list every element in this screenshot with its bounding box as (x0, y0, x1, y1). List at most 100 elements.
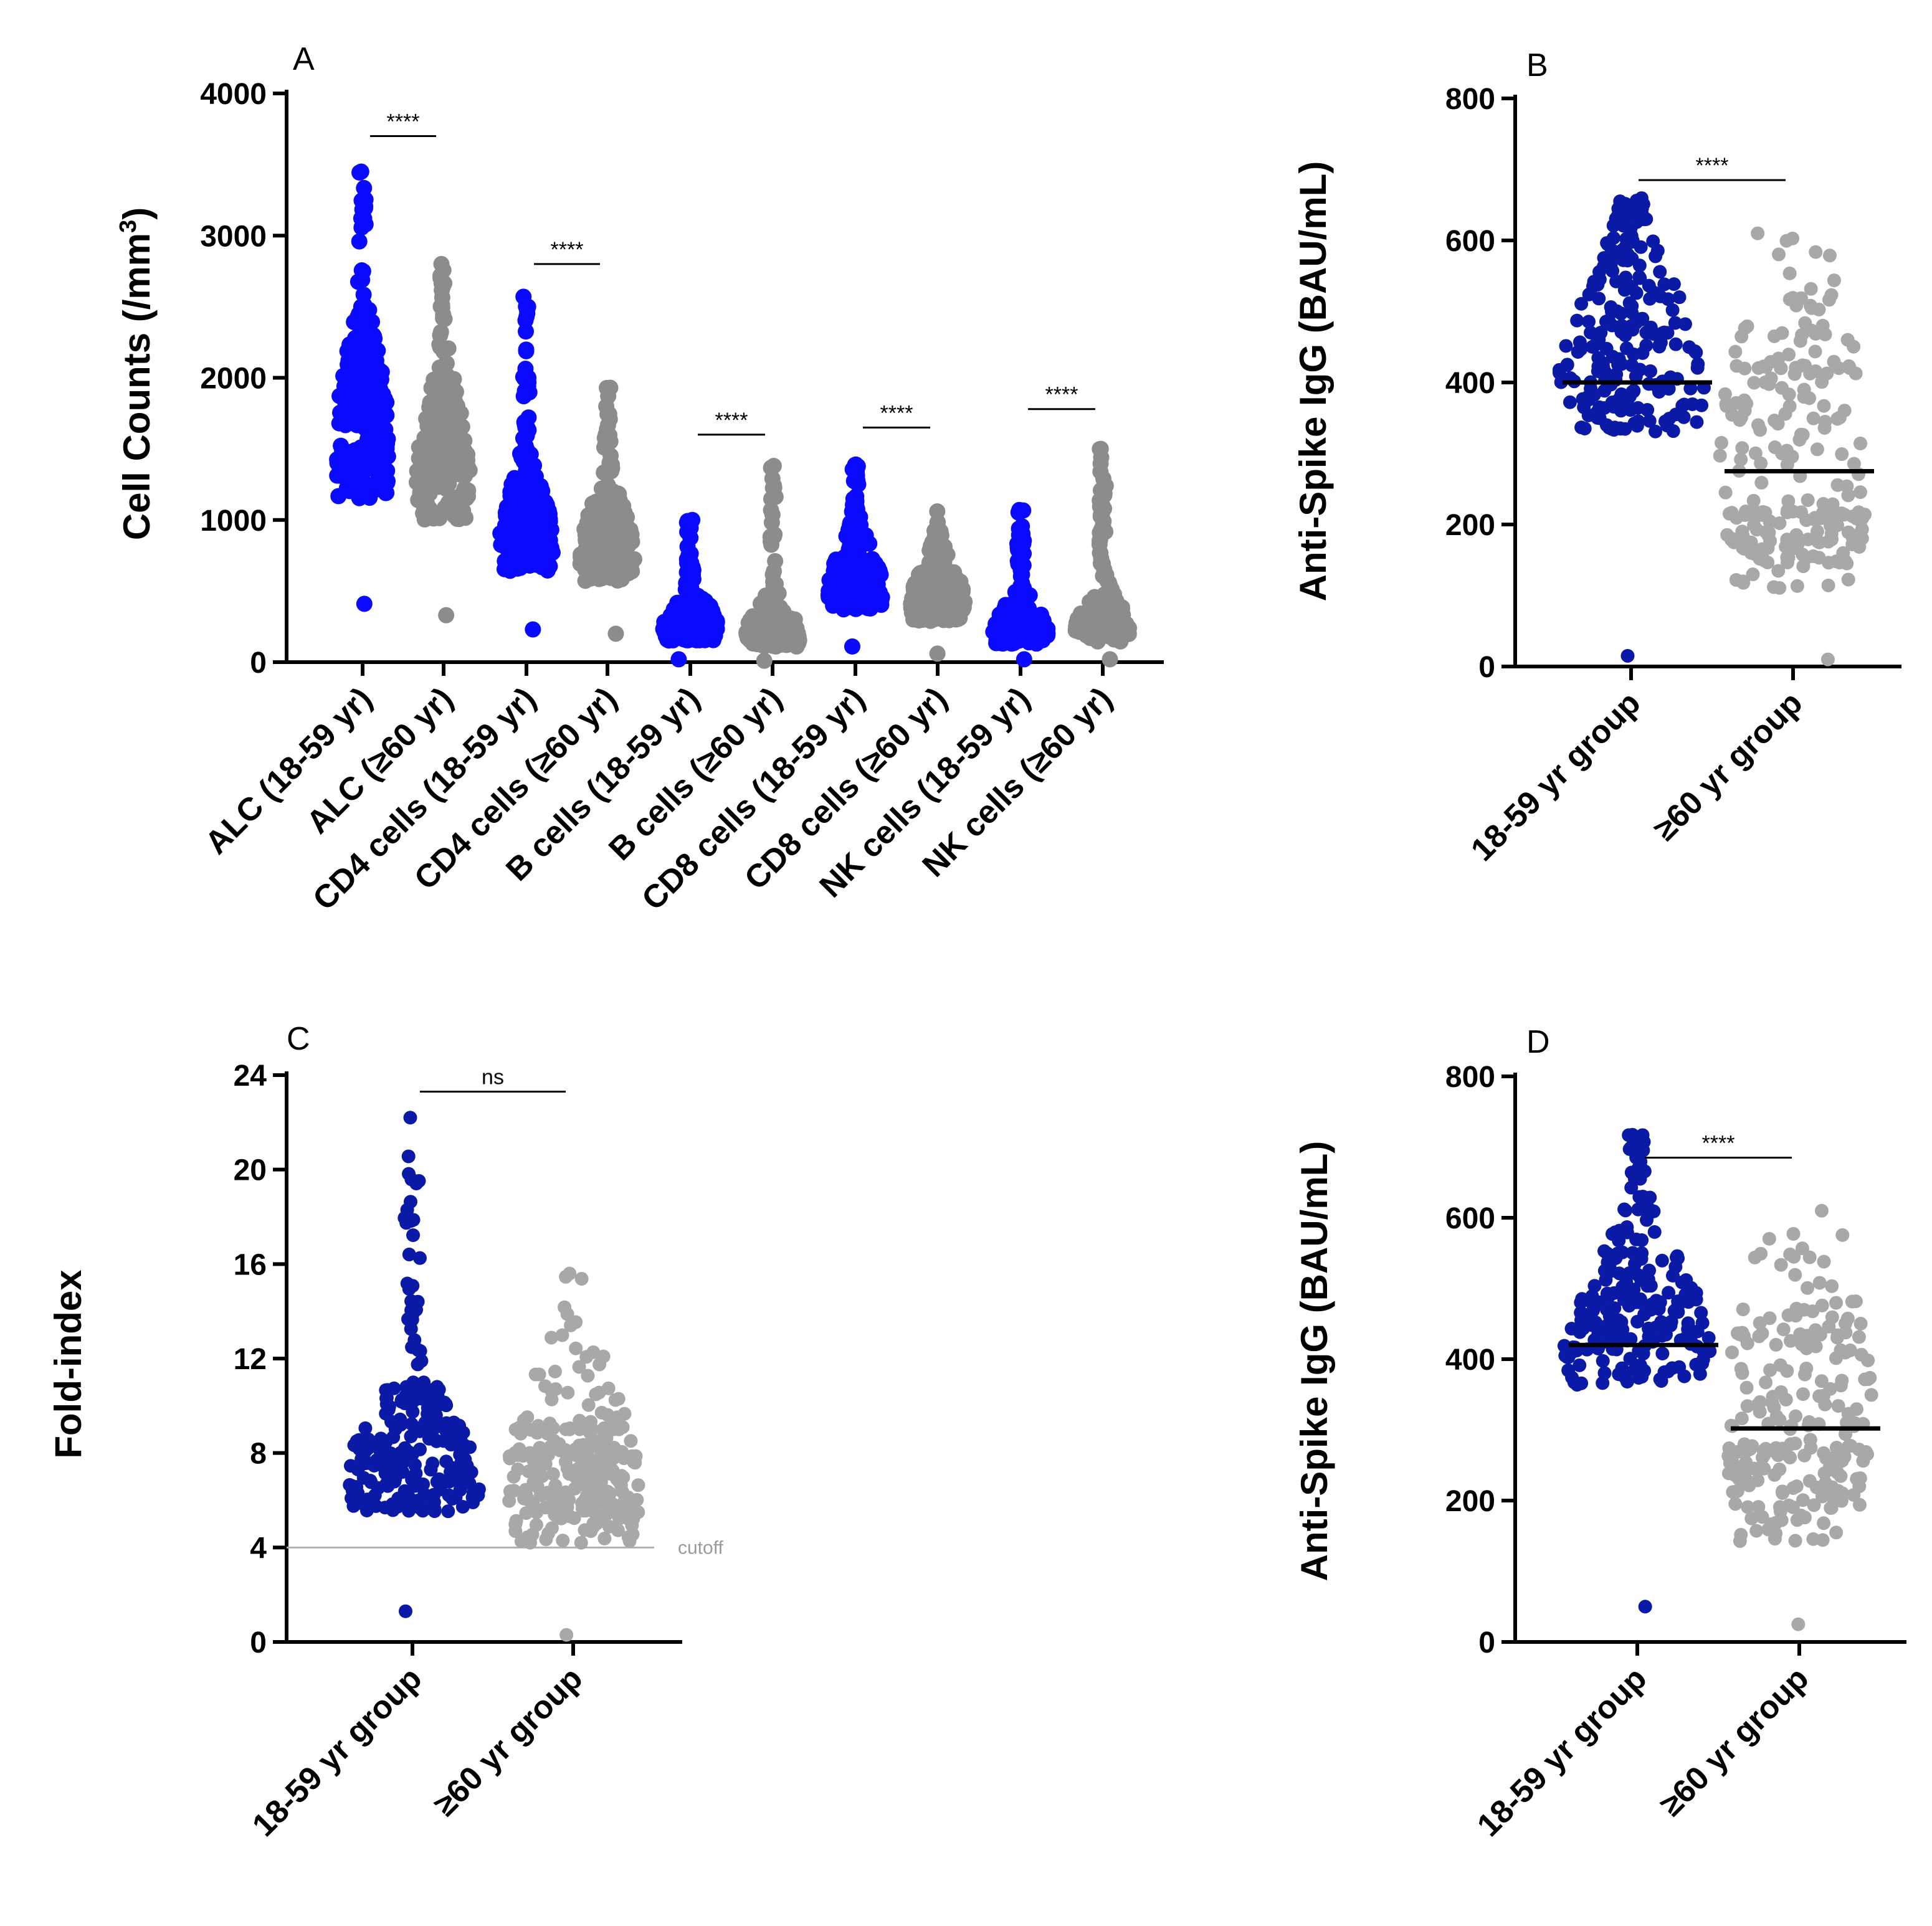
data-point (921, 542, 938, 559)
data-point (1642, 1206, 1657, 1220)
data-point (540, 503, 557, 519)
data-point (1735, 441, 1749, 455)
significance-label: **** (1045, 383, 1078, 407)
data-point (1588, 338, 1602, 352)
data-point (1795, 358, 1809, 372)
data-point (1757, 1461, 1771, 1476)
data-point (440, 340, 457, 357)
data-point (783, 632, 800, 648)
data-point (1861, 1372, 1875, 1387)
data-point (1632, 199, 1646, 214)
data-point (1661, 292, 1675, 306)
data-point (1587, 1279, 1602, 1293)
data-point (838, 528, 855, 544)
data-point (1802, 1250, 1817, 1264)
data-point (1746, 493, 1761, 508)
data-point (1665, 303, 1680, 317)
data-point (1817, 1255, 1831, 1269)
data-point (578, 1493, 592, 1507)
panel-d: D Anti-Spike IgG (BAU/mL) 0 200 400 600 800 1… (1293, 1024, 1906, 1844)
data-point (1718, 387, 1732, 401)
data-point (449, 1490, 463, 1504)
data-point (1755, 1510, 1769, 1524)
data-point (414, 1354, 429, 1368)
data-point (616, 519, 632, 536)
data-point (429, 1381, 444, 1395)
category-label: ≥60 yr group (427, 1660, 589, 1823)
data-point (684, 511, 701, 528)
data-point (1602, 420, 1616, 435)
data-point (862, 557, 878, 574)
data-point (434, 273, 451, 290)
data-point (1780, 503, 1794, 518)
data-point (1655, 1253, 1669, 1268)
data-point (1788, 1268, 1802, 1282)
data-point (1789, 1301, 1804, 1316)
data-point (543, 1440, 557, 1454)
data-point (904, 590, 921, 607)
data-point (1599, 1273, 1613, 1287)
data-point (356, 595, 373, 612)
data-point (447, 1415, 461, 1430)
data-point (1658, 1327, 1673, 1342)
data-point (1677, 397, 1692, 412)
data-point (1802, 1474, 1817, 1488)
data-point (1725, 506, 1739, 520)
significance-label: **** (715, 409, 748, 432)
data-point (1600, 1286, 1614, 1301)
data-point (954, 584, 971, 600)
data-point (555, 1328, 569, 1342)
data-point (1652, 329, 1666, 343)
data-point (766, 526, 783, 543)
data-point (1800, 1329, 1814, 1343)
panel-letter-c: C (287, 1021, 310, 1057)
data-point (1617, 283, 1632, 297)
y-tick-label: 8 (250, 1438, 267, 1471)
data-point (372, 381, 389, 397)
data-point (347, 1438, 361, 1453)
data-point (989, 626, 1006, 643)
panel-letter-a: A (293, 41, 315, 77)
data-point (1734, 1362, 1748, 1376)
data-point (1696, 1344, 1711, 1359)
data-point (1726, 1485, 1740, 1499)
data-point (1860, 1447, 1874, 1461)
data-point (1825, 1279, 1839, 1293)
data-point (1768, 1468, 1782, 1482)
data-point (1102, 651, 1118, 668)
data-point (581, 1369, 595, 1383)
data-point (1808, 344, 1822, 359)
panel-a: A Cell Counts (/mm3) 01000200030004000AL… (115, 41, 1164, 918)
data-point (1783, 1247, 1797, 1261)
data-point (1809, 245, 1823, 259)
panel-b: B Anti-Spike IgG (BAU/mL) 0 200 400 600 800 1… (1292, 47, 1901, 868)
data-point (458, 1453, 472, 1467)
data-point (1620, 648, 1635, 663)
data-point (533, 1488, 548, 1502)
data-point (758, 612, 775, 629)
data-point (532, 1367, 546, 1382)
data-point (1625, 323, 1640, 337)
data-point (1643, 364, 1657, 378)
y-tick-label: 12 (234, 1343, 267, 1376)
category-label: 18-59 yr group (1464, 685, 1647, 868)
y-tick-label: 600 (1445, 225, 1495, 258)
data-point (1633, 1295, 1647, 1309)
data-point (1649, 249, 1663, 263)
data-point (606, 1422, 621, 1436)
data-point (1094, 622, 1111, 639)
data-point (369, 406, 386, 423)
data-point (1840, 556, 1854, 571)
data-point (905, 607, 922, 624)
data-point (331, 415, 348, 432)
data-point (533, 1421, 548, 1436)
data-point (624, 1434, 638, 1448)
panel-b-plot: 0 200 400 600 800 18-59 yr group≥60 yr group *… (1445, 83, 1901, 868)
data-point (1736, 1302, 1750, 1317)
data-point (407, 1295, 421, 1309)
data-point (1796, 1387, 1811, 1402)
data-point (1759, 1375, 1773, 1390)
data-point (1854, 1347, 1868, 1362)
data-point (1019, 600, 1036, 617)
data-point (1788, 1534, 1802, 1548)
